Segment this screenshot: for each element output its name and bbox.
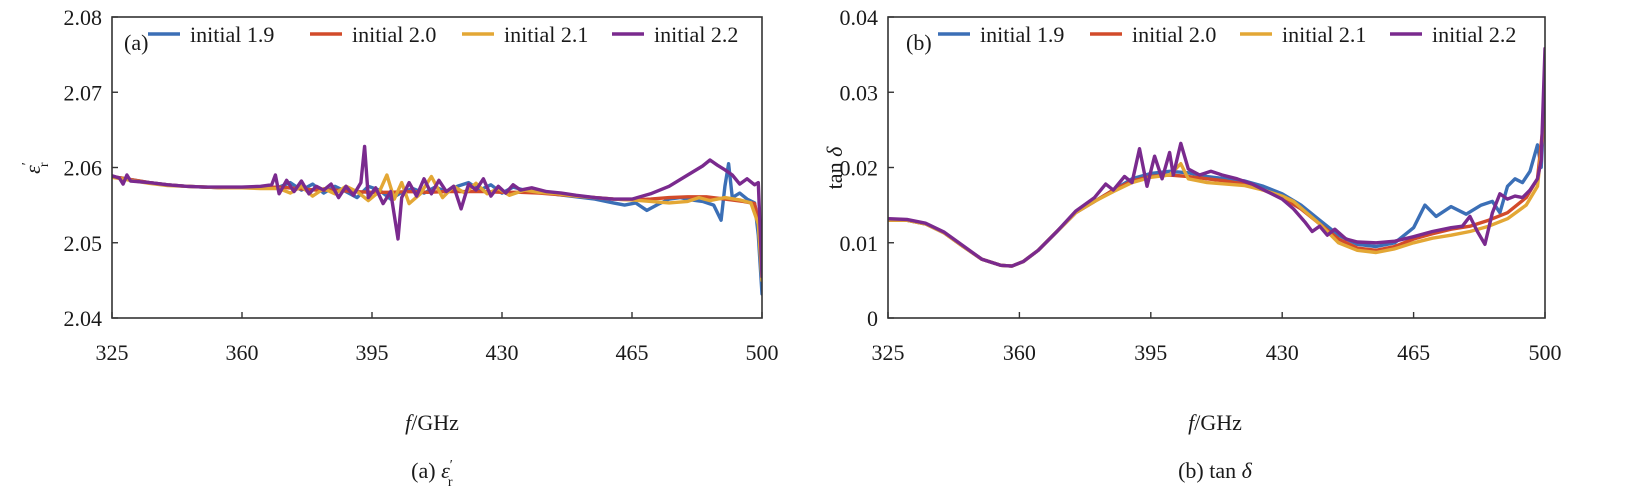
x-tick-label-a-2: 395 <box>356 340 389 365</box>
y-tick-label-a-4: 2.08 <box>64 5 103 30</box>
y-axis-label-a: ε′ r <box>20 162 52 174</box>
legend-label-a-2: initial 2.0 <box>352 22 436 47</box>
y-tick-label-a-3: 2.07 <box>64 80 103 105</box>
chart-panel-b: 325 360 395 430 465 500 0 0.01 0.02 0.03 0.04 initi… <box>822 5 1562 483</box>
caption-b-prefix: (b) tan <box>1178 458 1242 483</box>
caption-a-prefix: (a) <box>411 458 441 483</box>
series-line-a-3 <box>112 173 762 283</box>
x-tick-label-b-5: 500 <box>1529 340 1562 365</box>
x-tick-label-b-0: 325 <box>872 340 905 365</box>
x-tick-label-b-2: 395 <box>1134 340 1167 365</box>
series-line-b-2 <box>888 105 1545 268</box>
panel-label-b: (b) <box>906 30 932 55</box>
y-tick-label-b-2: 0.02 <box>840 156 879 181</box>
y-axis-label-a-sup: ′ <box>20 162 35 165</box>
y-tick-label-b-4: 0.04 <box>840 5 879 30</box>
x-axis-label-b-rest: /GHz <box>1194 410 1242 435</box>
x-axis-label-a-rest: /GHz <box>411 410 459 435</box>
y-axis-label-a-sub: r <box>37 162 52 167</box>
caption-a-sym: ε <box>441 458 450 483</box>
legend-b: initial 1.9 initial 2.0 initial 2.1 initial… <box>938 22 1516 47</box>
x-tick-label-b-4: 465 <box>1397 340 1430 365</box>
y-axis-label-b-prefix: tan <box>822 157 847 189</box>
x-tick-label-b-1: 360 <box>1003 340 1036 365</box>
legend-label-a-1: initial 1.9 <box>190 22 274 47</box>
y-axis-label-b-sym: δ <box>822 146 847 157</box>
plot-frame-a <box>111 16 763 319</box>
series-line-b-4 <box>888 46 1545 268</box>
caption-a: (a) ε′ r <box>411 458 453 490</box>
y-tick-label-b-1: 0.01 <box>840 231 879 256</box>
legend-label-b-4: initial 2.2 <box>1432 22 1516 47</box>
legend-label-b-1: initial 1.9 <box>980 22 1064 47</box>
caption-b-sym: δ <box>1242 458 1253 483</box>
x-tick-label-b-3: 430 <box>1266 340 1299 365</box>
y-axis-label-b: tan δ <box>822 146 847 189</box>
series-lines-b <box>888 46 1545 268</box>
y-tick-label-a-0: 2.04 <box>64 306 103 331</box>
x-tick-label-a-4: 465 <box>616 340 649 365</box>
x-axis-label-b-italic: f <box>1188 410 1197 435</box>
y-tick-label-b-3: 0.03 <box>840 80 879 105</box>
plot-area-b: 325 360 395 430 465 500 0 0.01 0.02 0.03 0.04 initi… <box>840 5 1562 365</box>
y-tick-label-a-1: 2.05 <box>64 231 103 256</box>
x-axis-label-b: f/GHz <box>1188 410 1242 435</box>
caption-b: (b) tan δ <box>1178 458 1253 483</box>
caption-a-sub: r <box>448 475 453 490</box>
panel-label-a: (a) <box>124 30 148 55</box>
x-tick-label-a-5: 500 <box>746 340 779 365</box>
x-axis-label-a-italic: f <box>405 410 414 435</box>
y-tick-label-b-0: 0 <box>867 306 878 331</box>
caption-a-sup: ′ <box>450 458 453 473</box>
legend-label-a-4: initial 2.2 <box>654 22 738 47</box>
legend-label-b-3: initial 2.1 <box>1282 22 1366 47</box>
plot-area-a: 325 360 395 430 465 500 2.04 2.05 2.06 2.07 2.08 in… <box>64 5 779 365</box>
legend-label-b-2: initial 2.0 <box>1132 22 1216 47</box>
x-tick-label-a-3: 430 <box>486 340 519 365</box>
series-line-a-4 <box>112 144 762 279</box>
x-tick-label-a-0: 325 <box>96 340 129 365</box>
x-axis-label-a: f/GHz <box>405 410 459 435</box>
y-tick-label-a-2: 2.06 <box>64 156 103 181</box>
chart-panel-a: 325 360 395 430 465 500 2.04 2.05 2.06 2.07 2.08 in… <box>20 5 779 490</box>
x-tick-label-a-1: 360 <box>226 340 259 365</box>
plot-frame-b <box>887 16 1546 319</box>
y-axis-label-a-sym: ε <box>20 165 45 174</box>
legend-label-a-3: initial 2.1 <box>504 22 588 47</box>
legend-a: initial 1.9 initial 2.0 initial 2.1 initial… <box>148 22 738 47</box>
series-line-b-3 <box>888 113 1545 268</box>
series-lines-a <box>112 144 762 296</box>
